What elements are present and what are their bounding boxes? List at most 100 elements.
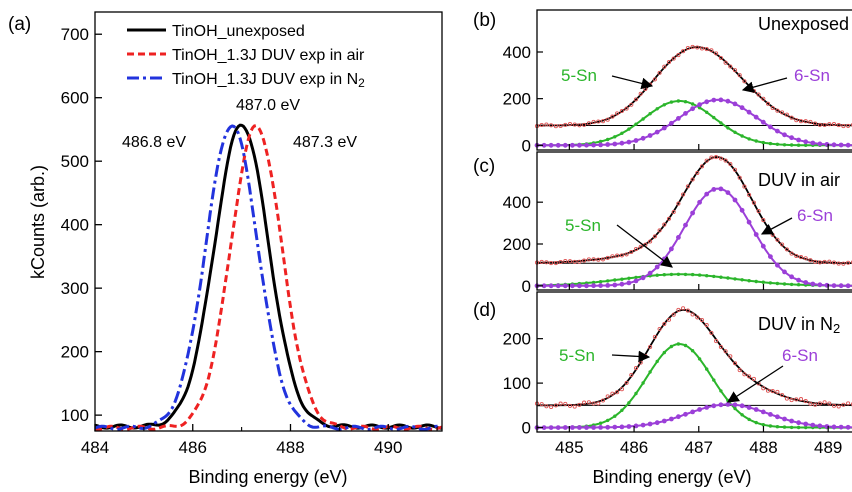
- panel-c-component-1: [537, 187, 852, 287]
- panel-c-component-point: [697, 199, 702, 205]
- panel-b-component-point: [810, 140, 816, 146]
- legend-label-air: TinOH_1.3J DUV exp in air: [172, 47, 365, 64]
- panel-d-data-point: [780, 392, 785, 398]
- panel-c-data-point: [780, 242, 785, 247]
- panel-d-component-point: [796, 420, 801, 426]
- panel-c-component-point: [760, 243, 766, 249]
- panel-d: (d) 0 100 200 485 486 487 488 489 DUV in N2 5-S…: [473, 291, 852, 487]
- panel-b-component-point: [733, 130, 737, 134]
- panel-d-data-point: [610, 391, 615, 396]
- panel-d-data-point: [718, 344, 723, 350]
- panel-c-component-point: [570, 283, 575, 289]
- panel-c-data-point: [676, 201, 681, 206]
- panel-b-component-point: [697, 102, 702, 108]
- panel-d-data-point: [817, 401, 822, 406]
- panel-b-data-point: [676, 53, 681, 58]
- panel-b-data-point: [615, 111, 620, 116]
- panel-b-component-point: [633, 138, 639, 143]
- panel-d-data-point: [836, 404, 841, 409]
- panel-c-component-point: [577, 283, 582, 289]
- y-tick-label-300: 300: [61, 279, 89, 298]
- panel-b-data-point: [629, 102, 634, 107]
- panel-c-component-point: [719, 275, 723, 279]
- panel-c-data-point: [699, 164, 705, 169]
- panel-b-component-point: [662, 103, 666, 107]
- panel-c-component-point: [555, 283, 561, 289]
- panel-d-ticks: 0 100 200 485 486 487 488 489: [503, 330, 843, 457]
- panel-a-xlabel: Binding energy (eV): [188, 467, 347, 487]
- panel-b-component-point: [584, 142, 589, 148]
- panel-d-data-point: [572, 404, 577, 409]
- panel-d-component-point: [697, 407, 702, 412]
- panel-b-component-point: [740, 134, 744, 138]
- panel-d-component-point: [810, 422, 816, 428]
- panel-b-component-point: [562, 142, 568, 148]
- panel-c-component-point: [541, 283, 547, 289]
- panel-b-data-point: [572, 122, 577, 127]
- panel-c-component-point: [620, 277, 624, 281]
- panel-c-data-point: [798, 255, 804, 260]
- panel-d-component-point: [789, 418, 794, 424]
- panel-b-component-point: [598, 139, 603, 144]
- panel-c-component-point: [718, 186, 724, 192]
- panel-c-data-point: [841, 261, 846, 266]
- panel-d-data-point: [648, 344, 653, 350]
- panel-b-component-point: [619, 140, 625, 146]
- panel-b-data-point: [841, 124, 846, 129]
- panel-d-x-tick-label-486: 486: [620, 438, 648, 457]
- panel-c-component-point: [753, 232, 759, 237]
- panel-b-data-point: [831, 122, 837, 127]
- series-line-0: [94, 123, 442, 430]
- panel-d-component-point: [768, 412, 773, 417]
- panel-letter-d: (d): [473, 300, 496, 321]
- panel-d-component-point: [831, 424, 837, 430]
- panel-c-data-point: [756, 209, 761, 214]
- panel-c-component-point: [683, 272, 688, 277]
- panel-d-component-point: [598, 421, 603, 425]
- panel-b-data-point: [765, 101, 771, 106]
- panel-b-data-point: [817, 122, 822, 127]
- panel-b-data-point: [798, 119, 804, 124]
- panel-d-data-point: [676, 307, 681, 312]
- panel-c-data-point: [629, 249, 634, 255]
- panel-d-data-point: [596, 401, 601, 406]
- panel-c-component-point: [619, 281, 625, 287]
- y-tick-label-100: 100: [61, 406, 89, 425]
- panel-b-data-point: [808, 119, 813, 124]
- panel-b-component-point: [817, 141, 823, 147]
- panel-c-component-point: [782, 269, 787, 275]
- panel-b-data-point: [567, 122, 573, 127]
- panel-d-data-point: [846, 401, 851, 406]
- panel-b-data-point: [756, 92, 761, 97]
- panel-d-data-point: [582, 400, 587, 405]
- panel-d-component-point: [711, 403, 717, 409]
- panel-b-data-point: [709, 48, 714, 53]
- panel-c-title: DUV in air: [758, 170, 840, 190]
- panel-c-component-point: [775, 281, 780, 286]
- panel-b-data-point: [591, 119, 596, 124]
- panel-d-data-point: [690, 312, 695, 317]
- panel-c-data-point: [591, 257, 596, 262]
- panel-d-component-point: [598, 425, 603, 430]
- panel-d-data-point: [841, 402, 846, 407]
- panel-d-component-point: [690, 409, 695, 415]
- panel-b-component-point: [782, 132, 787, 138]
- panel-c-data-point: [662, 222, 667, 227]
- panel-c-ticks: 0 200 400: [503, 193, 829, 296]
- panel-b-component-point: [634, 122, 638, 126]
- panel-b-component-point: [690, 106, 695, 112]
- panel-d-data-point: [605, 394, 610, 399]
- panel-b-component-point: [606, 137, 610, 142]
- panel-b-data-point: [657, 70, 662, 75]
- panel-b-component-point: [641, 117, 645, 121]
- panel-d-component-point: [782, 425, 787, 429]
- panel-d-component-point: [775, 425, 780, 429]
- panel-d-title: DUV in N2: [758, 314, 840, 336]
- panel-d-data-point: [558, 401, 563, 406]
- panel-c-data-point: [657, 228, 662, 233]
- panel-b-component-point: [612, 141, 618, 147]
- panel-b-5sn-arrow: [611, 75, 654, 90]
- panel-d-y-tick-label: 100: [503, 374, 531, 393]
- panel-b-data-point: [553, 124, 558, 129]
- panel-d-data-point: [544, 404, 549, 409]
